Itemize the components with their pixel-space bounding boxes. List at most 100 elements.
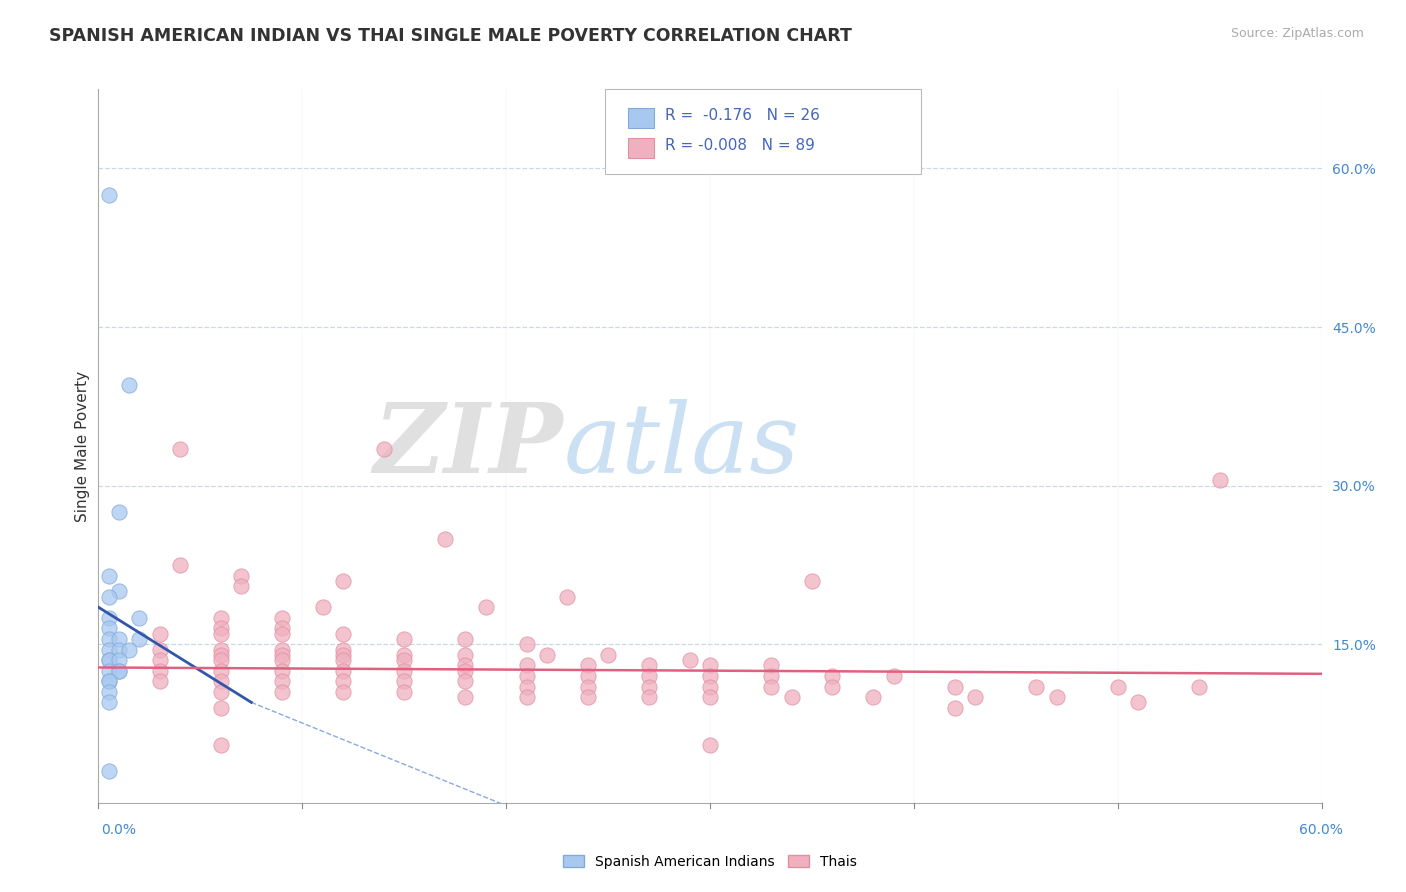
Point (270, 685, 294, 699)
Point (862, 690, 884, 704)
Point (516, 637, 538, 651)
Point (576, 658, 599, 673)
Point (373, 442, 395, 456)
Point (108, 584, 131, 599)
Point (108, 653, 131, 667)
Text: 0.0%: 0.0% (101, 823, 136, 837)
Point (638, 680, 661, 694)
Point (454, 658, 477, 673)
Point (209, 685, 232, 699)
Point (1188, 680, 1211, 694)
Text: 60.0%: 60.0% (1299, 823, 1343, 837)
Point (638, 658, 661, 673)
Point (149, 674, 172, 689)
Point (118, 642, 141, 657)
Point (270, 653, 294, 667)
Point (699, 690, 721, 704)
Point (209, 674, 232, 689)
Point (598, 648, 620, 662)
Point (454, 632, 477, 646)
Point (97, 764, 120, 778)
Point (97, 611, 120, 625)
Point (332, 642, 354, 657)
Point (332, 685, 354, 699)
Point (392, 632, 416, 646)
Point (679, 653, 702, 667)
Point (97, 653, 120, 667)
Legend: Spanish American Indians, Thais: Spanish American Indians, Thais (557, 849, 863, 874)
Point (209, 626, 232, 640)
Point (108, 642, 131, 657)
Point (97, 653, 120, 667)
Point (761, 680, 783, 694)
Point (392, 664, 416, 678)
Point (699, 658, 721, 673)
Point (97, 695, 120, 709)
Point (454, 648, 477, 662)
Point (392, 648, 416, 662)
Point (332, 574, 354, 588)
Point (270, 621, 294, 635)
Point (97, 188, 120, 202)
Point (883, 669, 905, 683)
Point (699, 738, 721, 752)
Point (801, 574, 824, 588)
Point (332, 664, 354, 678)
Point (761, 669, 783, 683)
Point (209, 648, 232, 662)
Point (270, 648, 294, 662)
Point (780, 690, 803, 704)
Point (149, 653, 172, 667)
Point (149, 664, 172, 678)
Text: R = -0.008   N = 89: R = -0.008 N = 89 (665, 138, 815, 153)
Point (209, 653, 232, 667)
Text: R =  -0.176   N = 26: R = -0.176 N = 26 (665, 108, 820, 122)
Point (1351, 532, 1374, 546)
Point (332, 653, 354, 667)
Point (97, 568, 120, 582)
Point (97, 590, 120, 604)
Point (516, 680, 538, 694)
Point (516, 690, 538, 704)
Point (1209, 474, 1232, 488)
Point (536, 648, 558, 662)
Point (97, 621, 120, 635)
Point (169, 442, 191, 456)
Point (149, 626, 172, 640)
Point (209, 642, 232, 657)
Point (108, 505, 131, 519)
Point (332, 648, 354, 662)
Point (943, 680, 966, 694)
Point (943, 700, 966, 714)
Text: SPANISH AMERICAN INDIAN VS THAI SINGLE MALE POVERTY CORRELATION CHART: SPANISH AMERICAN INDIAN VS THAI SINGLE M… (49, 27, 852, 45)
Point (699, 669, 721, 683)
Point (576, 669, 599, 683)
Point (169, 558, 191, 572)
Point (270, 611, 294, 625)
Point (270, 642, 294, 657)
Point (557, 590, 579, 604)
Text: atlas: atlas (564, 399, 800, 493)
Point (761, 658, 783, 673)
Point (209, 664, 232, 678)
Point (312, 600, 335, 615)
Point (270, 664, 294, 678)
Point (108, 632, 131, 646)
Point (1128, 695, 1150, 709)
Point (128, 611, 150, 625)
Point (209, 611, 232, 625)
Point (97, 685, 120, 699)
Point (97, 664, 120, 678)
Point (97, 632, 120, 646)
Point (231, 579, 253, 593)
Point (270, 674, 294, 689)
Point (108, 664, 131, 678)
Point (454, 690, 477, 704)
Point (97, 674, 120, 689)
Point (209, 738, 232, 752)
Point (1045, 690, 1069, 704)
Point (108, 664, 131, 678)
Point (454, 664, 477, 678)
Point (454, 674, 477, 689)
Point (474, 600, 498, 615)
